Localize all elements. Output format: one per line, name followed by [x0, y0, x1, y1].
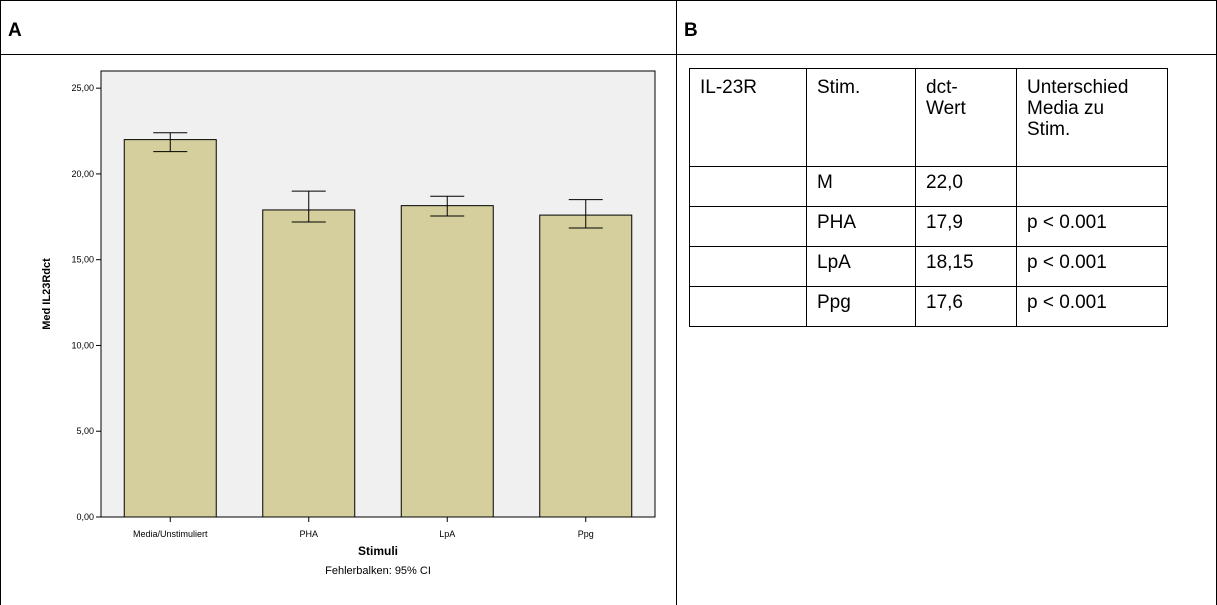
- table-cell: Ppg: [806, 286, 916, 327]
- y-axis-title: Med IL23Rdct: [41, 258, 53, 330]
- bar: [539, 214, 633, 518]
- header-stim: Stim.: [817, 77, 861, 98]
- table-cell: LpA: [806, 246, 916, 287]
- panel-b-label: B: [684, 20, 698, 41]
- x-tick-label: Ppg: [578, 529, 594, 539]
- table-cell: PHA: [806, 206, 916, 247]
- table-header-row: IL-23R Stim. dct- Wert Unterschied Media…: [689, 68, 1168, 167]
- y-tick-label: 15,00: [71, 255, 94, 265]
- panel-a-label: A: [8, 20, 22, 41]
- stats-table: IL-23R Stim. dct- Wert Unterschied Media…: [689, 68, 1168, 327]
- table-cell: 17,9: [915, 206, 1017, 247]
- table-cell: p < 0.001: [1016, 206, 1168, 247]
- header-unterschied: Unterschied Media zu Stim.: [1027, 77, 1129, 140]
- y-tick-label: 5,00: [76, 426, 94, 436]
- table-cell: M: [806, 166, 916, 207]
- table-header-cell: Unterschied Media zu Stim.: [1016, 68, 1168, 167]
- table-cell: p < 0.001: [1016, 246, 1168, 287]
- table-cell: [689, 206, 807, 247]
- frame-center-divider: [676, 0, 677, 605]
- x-tick-label: Media/Unstimuliert: [133, 529, 208, 539]
- table-cell: 17,6: [915, 286, 1017, 327]
- table-header-cell: Stim.: [806, 68, 916, 167]
- x-tick-label: PHA: [299, 529, 318, 539]
- bar: [123, 139, 217, 518]
- bar: [400, 205, 494, 518]
- y-tick-label: 0,00: [76, 512, 94, 522]
- bar: [262, 209, 356, 518]
- table-cell: [1016, 166, 1168, 207]
- x-axis-title: Stimuli: [358, 544, 398, 558]
- header-il23r: IL-23R: [700, 77, 758, 98]
- table-cell: 22,0: [915, 166, 1017, 207]
- frame-header-divider: [0, 54, 1217, 55]
- chart-caption: Fehlerbalken: 95% CI: [325, 565, 431, 577]
- y-tick-label: 10,00: [71, 340, 94, 350]
- table-cell: [689, 286, 807, 327]
- frame-top-border: [0, 0, 1217, 1]
- frame-left-border: [0, 0, 1, 605]
- table-cell: 18,15: [915, 246, 1017, 287]
- table-header-cell: dct- Wert: [915, 68, 1017, 167]
- header-dct-wert: dct- Wert: [926, 77, 966, 119]
- table-cell: [689, 246, 807, 287]
- y-tick-label: 25,00: [71, 83, 94, 93]
- table-row: M 22,0: [689, 166, 1168, 207]
- y-tick-label: 20,00: [71, 169, 94, 179]
- table-cell: [689, 166, 807, 207]
- bar-chart: 0,00 5,00 10,00 15,00 20,00 25,00 Media/Unstim…: [41, 70, 656, 577]
- table-row: LpA 18,15 p < 0.001: [689, 246, 1168, 287]
- table-row: Ppg 17,6 p < 0.001: [689, 286, 1168, 327]
- table-row: PHA 17,9 p < 0.001: [689, 206, 1168, 247]
- table-cell: p < 0.001: [1016, 286, 1168, 327]
- table-header-cell: IL-23R: [689, 68, 807, 167]
- x-tick-label: LpA: [439, 529, 455, 539]
